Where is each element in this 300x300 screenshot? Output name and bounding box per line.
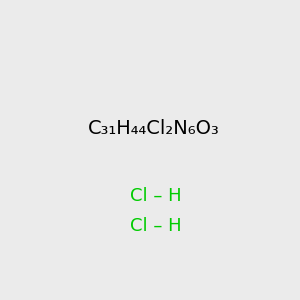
Text: Cl – H: Cl – H	[130, 217, 182, 235]
Text: Cl – H: Cl – H	[130, 187, 182, 205]
Text: C₃₁H₄₄Cl₂N₆O₃: C₃₁H₄₄Cl₂N₆O₃	[88, 119, 220, 138]
